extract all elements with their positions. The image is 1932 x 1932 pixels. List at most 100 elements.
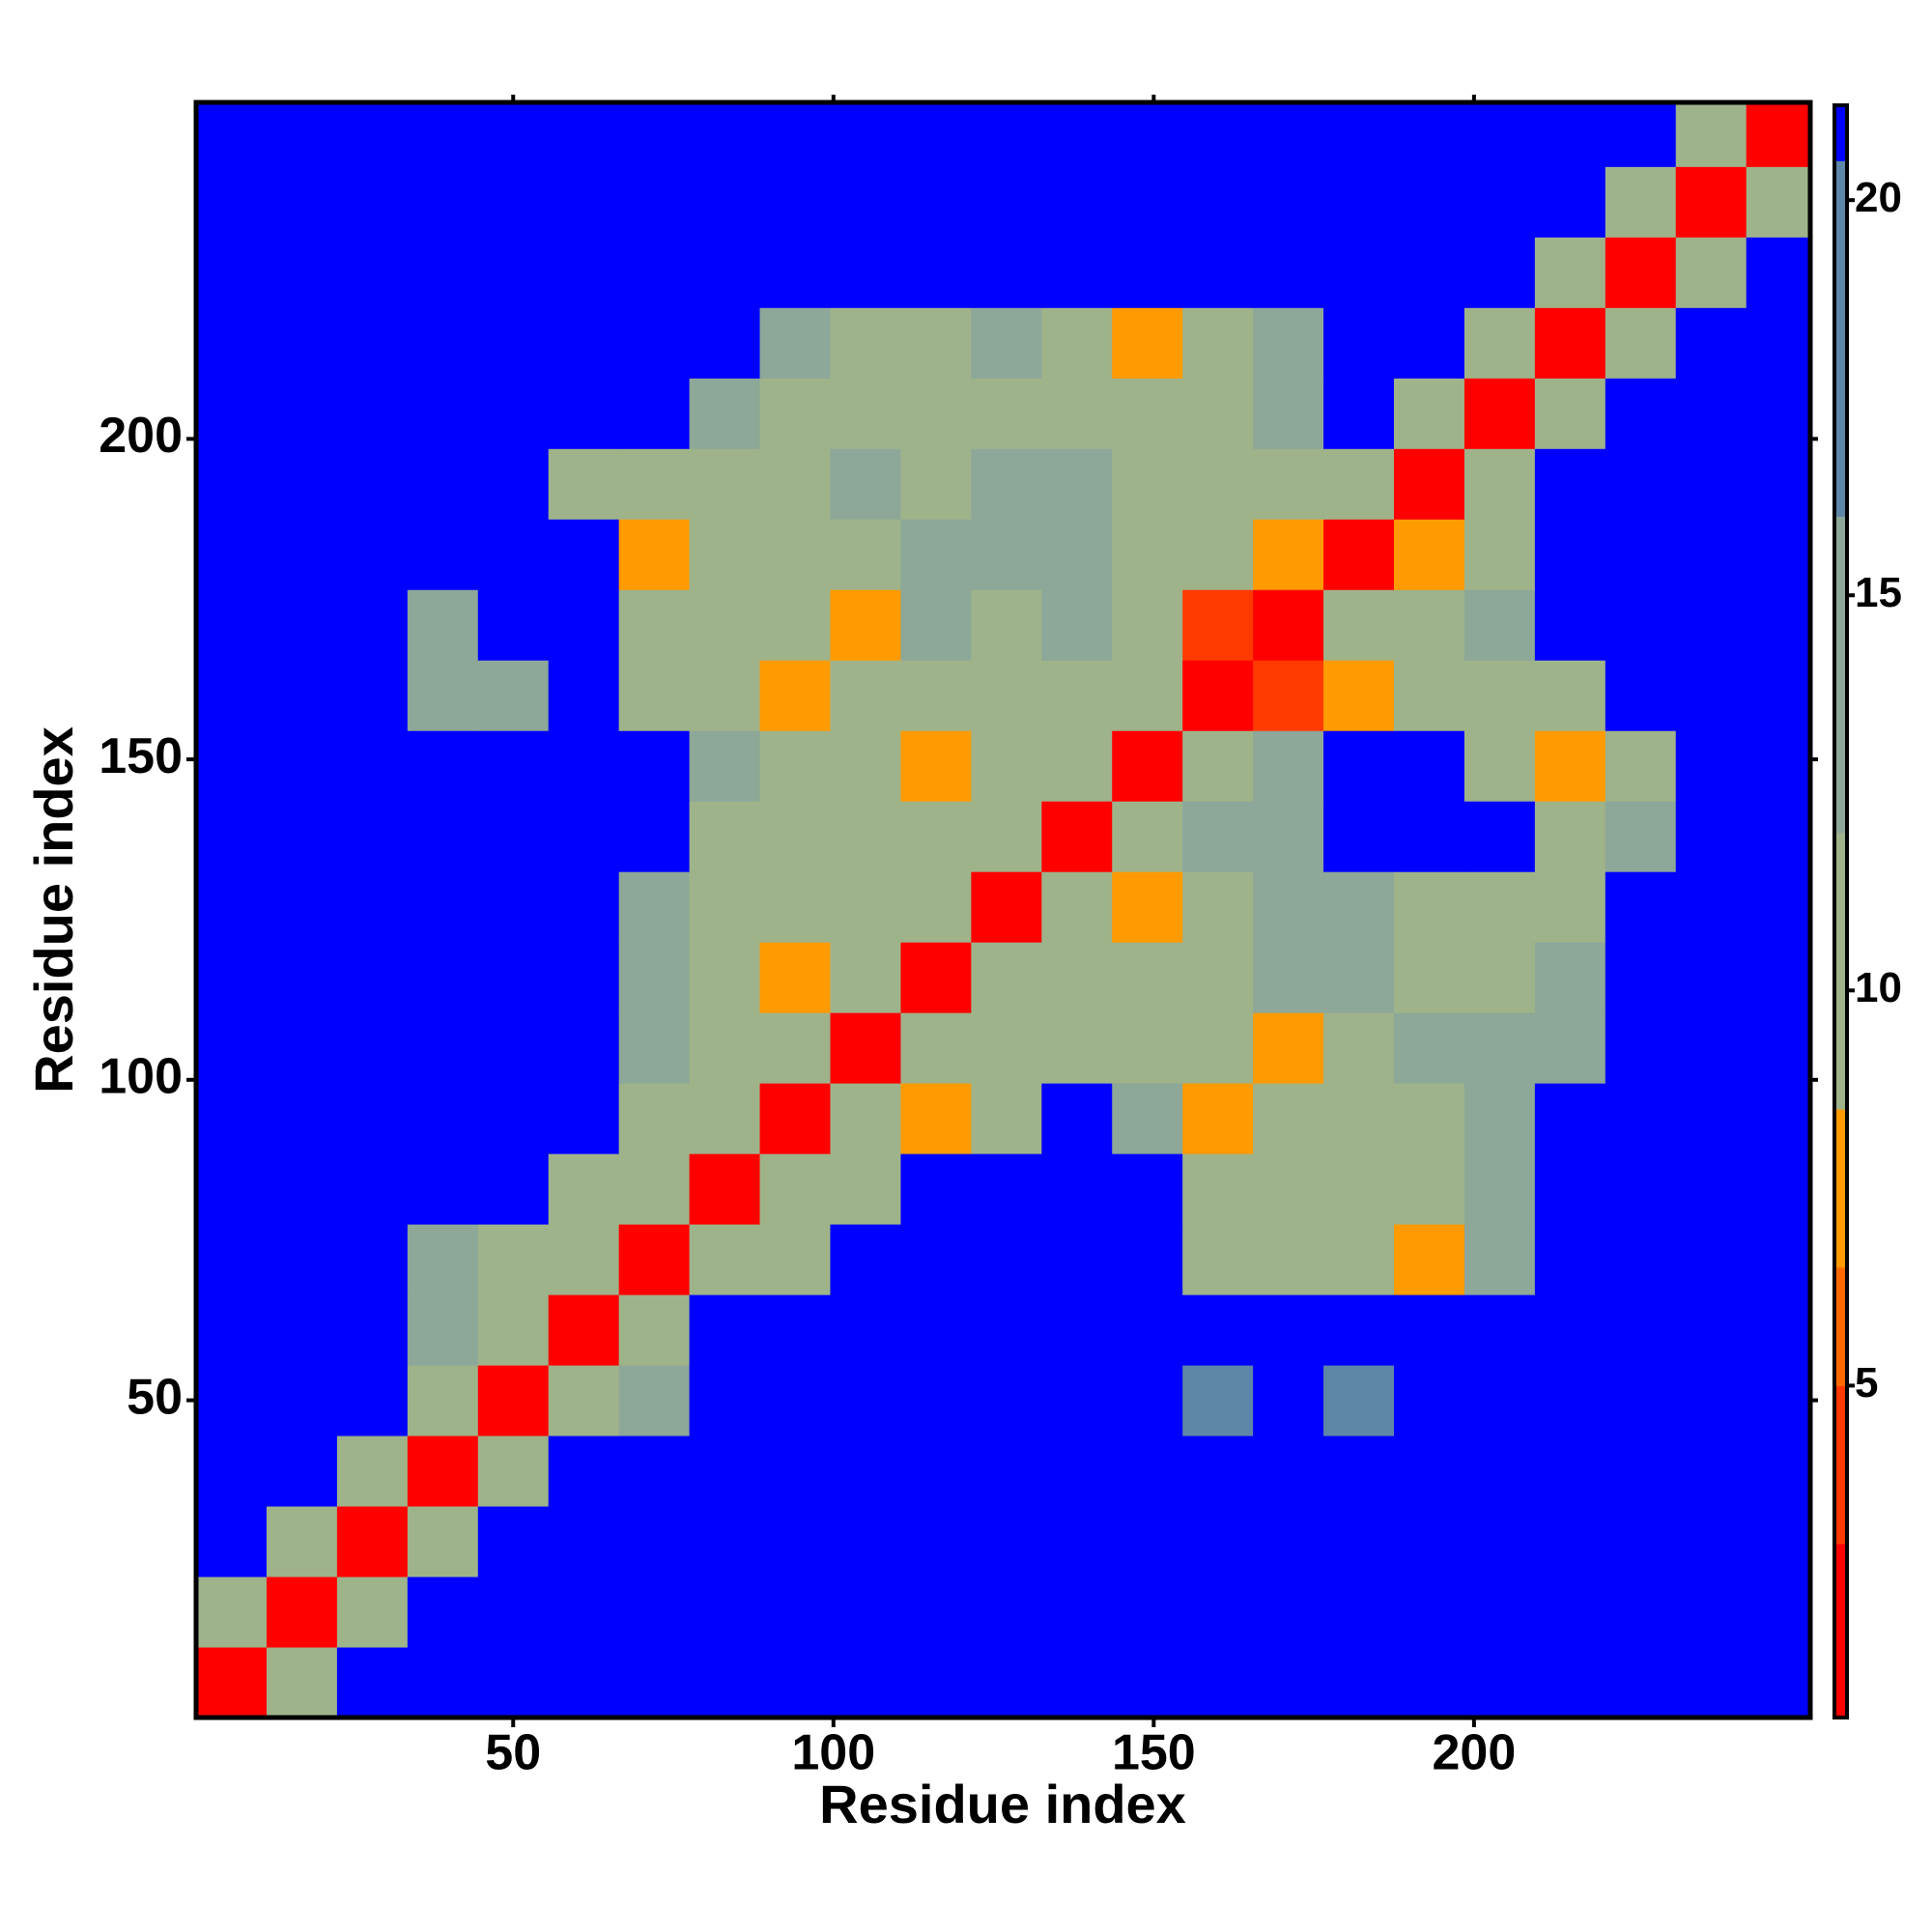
heatmap-cell [971,1224,1042,1295]
heatmap-cell [1253,1506,1324,1577]
heatmap-cell [1041,378,1113,449]
heatmap-cell [830,1365,901,1436]
heatmap-cell [1323,660,1395,731]
heatmap-cell [1182,378,1254,449]
heatmap-cell [477,378,550,449]
heatmap-cell [1182,660,1254,731]
heatmap-cell [618,942,691,1013]
heatmap-cell [407,102,479,167]
heatmap-cell [477,1083,550,1154]
heatmap-cell [477,1153,550,1225]
heatmap-cell [266,1577,338,1648]
heatmap-cell [1534,519,1606,590]
heatmap-cell [548,307,620,379]
heatmap-cell [830,1647,901,1718]
heatmap-cell [266,448,338,520]
heatmap-cell [407,519,479,590]
colorbar-segment [1834,516,1847,834]
heatmap-cell [689,448,761,520]
y-tick-label: 150 [99,728,183,784]
heatmap-cell [830,1435,901,1507]
heatmap-cell [830,1012,901,1084]
heatmap-cell [1605,1294,1677,1366]
heatmap-cell [759,448,831,520]
heatmap-cell [196,1224,268,1295]
heatmap-cell [618,1224,691,1295]
heatmap-cell [1534,1153,1606,1225]
heatmap-cell [266,1435,338,1507]
heatmap-cell [1041,730,1113,802]
heatmap-cell [1605,730,1677,802]
heatmap-cell [1393,1012,1465,1084]
heatmap-cell [1323,1294,1395,1366]
heatmap-cell [1112,1294,1183,1366]
heatmap-cell [1041,942,1113,1013]
heatmap-cell [266,730,338,802]
heatmap-cell [1253,1012,1324,1084]
heatmap-cell [1675,102,1747,167]
heatmap-cell [1463,589,1536,661]
heatmap-cell [971,448,1042,520]
heatmap-cell [1675,730,1747,802]
heatmap-cell [1534,1294,1606,1366]
heatmap-cell [900,1647,972,1718]
heatmap-cell [1393,237,1465,308]
heatmap-cell [1041,589,1113,661]
heatmap-cell [1041,307,1113,379]
heatmap-cell [266,1083,338,1154]
heatmap-cell [196,801,268,872]
heatmap-cell [407,378,479,449]
heatmap-cell [830,1506,901,1577]
heatmap-cell [1746,730,1810,802]
heatmap-cell [759,237,831,308]
heatmap-cell [1463,1012,1536,1084]
heatmap-cell [1746,1294,1810,1366]
heatmap-cell [548,1647,620,1718]
x-axis-title: Residue index [819,1774,1186,1834]
heatmap-cell [1534,1224,1606,1295]
heatmap-cell [689,1224,761,1295]
heatmap-cell [1393,730,1465,802]
heatmap-cell [548,1012,620,1084]
heatmap-cell [1675,942,1747,1013]
heatmap-cell [1112,660,1183,731]
heatmap-cell [1534,801,1606,872]
heatmap-cell [971,237,1042,308]
heatmap-cell [1463,1365,1536,1436]
heatmap-cell [477,942,550,1013]
heatmap-cell [336,801,409,872]
y-tick-label: 200 [99,408,183,464]
heatmap-cell [477,102,550,167]
heatmap-cell [1463,1083,1536,1154]
heatmap-cell [759,871,831,943]
heatmap-cell [618,730,691,802]
heatmap-cell [971,1647,1042,1718]
heatmap-cell [407,589,479,661]
heatmap-cell [618,1365,691,1436]
heatmap-cell [1534,1647,1606,1718]
heatmap-cell [1605,307,1677,379]
heatmap-cell [618,1435,691,1507]
heatmap-cell [618,378,691,449]
heatmap-cell [477,1577,550,1648]
heatmap-cell [336,166,409,238]
heatmap-cell [900,102,972,167]
heatmap-cell [1675,801,1747,872]
heatmap-cell [1746,871,1810,943]
heatmap-cell [196,730,268,802]
heatmap-cell [266,102,338,167]
heatmap-cell [548,1294,620,1366]
heatmap-cell [1253,1365,1324,1436]
heatmap-cell [1393,1435,1465,1507]
heatmap-cell [1393,1083,1465,1154]
heatmap-cell [1393,801,1465,872]
heatmap-cell [1675,1224,1747,1295]
heatmap-cell [618,237,691,308]
heatmap-cell [196,1012,268,1084]
y-tick-label: 50 [127,1369,183,1425]
heatmap-cell [1182,589,1254,661]
heatmap-cell [1605,871,1677,943]
heatmap-cell [1605,1647,1677,1718]
heatmap-cell [618,1294,691,1366]
heatmap-cell [1675,1577,1747,1648]
